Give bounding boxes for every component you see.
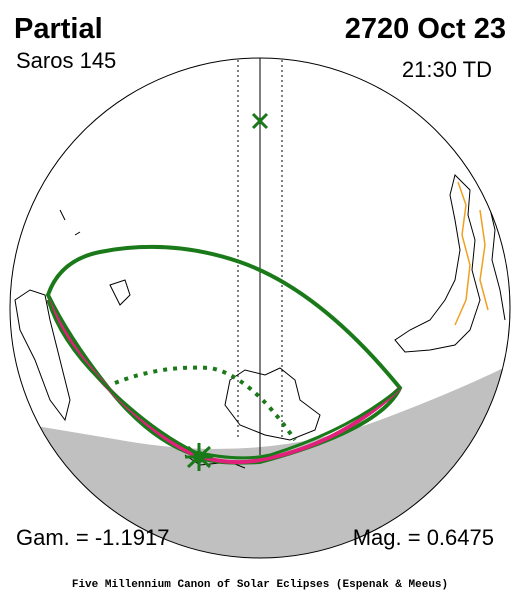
coastline [487,199,506,321]
coastline [394,174,481,353]
rise-set-curve [114,365,297,442]
gamma: Gam. = -1.1917 [16,525,169,550]
coastline [14,289,71,422]
credit: Five Millennium Canon of Solar Eclipses … [72,579,448,591]
time: 21:30 TD [402,57,492,82]
title: Partial [14,13,103,45]
subtitle: Saros 145 [16,48,116,73]
border [454,181,471,326]
globe-outline [9,57,511,559]
coastline [59,209,81,236]
subsolar-marker [251,112,269,130]
coastline [184,454,246,469]
greatest-eclipse-point [193,451,205,463]
border [479,209,489,311]
coastline [224,367,321,441]
date: 2720 Oct 23 [345,13,506,45]
globe-content [10,58,510,558]
magnitude: Mag. = 0.6475 [353,525,494,550]
penumbra-limit [45,244,403,465]
island [109,279,131,306]
